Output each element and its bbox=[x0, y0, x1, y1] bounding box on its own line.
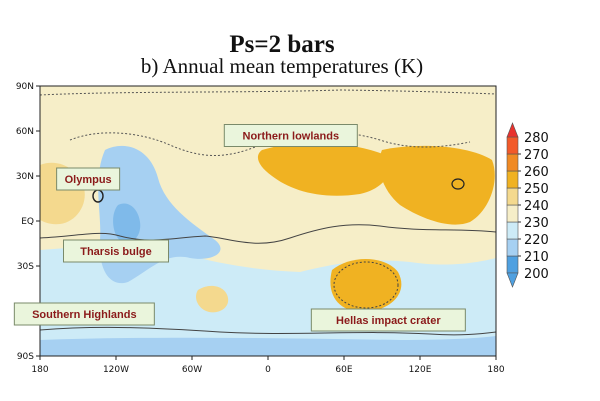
contour-north-dotted bbox=[40, 89, 496, 96]
colorbar-tick-label: 220 bbox=[524, 233, 549, 248]
colorbar-segment bbox=[506, 170, 519, 189]
annotation-label: Southern Highlands bbox=[13, 302, 155, 326]
contour-south-solid bbox=[40, 326, 496, 336]
x-tick-label: 60W bbox=[182, 365, 202, 375]
colorbar-segment bbox=[506, 221, 519, 240]
x-tick-label: 60E bbox=[335, 365, 352, 375]
northern-warm-patch-central bbox=[257, 142, 391, 196]
annotation-text: Northern lowlands bbox=[243, 131, 340, 143]
x-tick-label: 120E bbox=[409, 365, 432, 375]
y-tick-label: EQ bbox=[21, 217, 34, 227]
east-volcano-contour bbox=[451, 178, 465, 190]
y-tick-label: 30N bbox=[16, 172, 34, 182]
colorbar-tick-label: 250 bbox=[524, 182, 549, 197]
annotation-box bbox=[13, 302, 155, 326]
contour-dichotomy bbox=[40, 224, 496, 244]
region-annotations: Olympus Northern lowlands Tharsis bulge Sou… bbox=[13, 124, 466, 332]
annotation-box bbox=[223, 124, 358, 147]
colorbar-tick-label: 200 bbox=[524, 267, 549, 282]
annotation-box bbox=[56, 167, 121, 191]
colorbar-tick-label: 230 bbox=[524, 216, 549, 231]
argyre-warm-spot bbox=[196, 285, 229, 313]
annotation-text: Southern Highlands bbox=[32, 309, 137, 321]
colorbar: 200 210 220 230 240 250 260 270 280 bbox=[506, 122, 549, 288]
colorbar-tick-label: 270 bbox=[524, 148, 549, 163]
y-tick-label: 90N bbox=[16, 82, 34, 92]
y-tick-label: 30S bbox=[17, 262, 34, 272]
annotation-text: Tharsis bulge bbox=[80, 246, 152, 258]
hellas-warm-spot bbox=[330, 258, 402, 313]
colorbar-segment bbox=[506, 187, 519, 206]
colorbar-segment bbox=[506, 238, 519, 257]
x-axis-ticks: 180 120W 60W 0 60E 120E 180 bbox=[31, 356, 505, 375]
tharsis-core-region bbox=[113, 203, 141, 243]
annotation-label: Hellas impact crater bbox=[310, 308, 466, 332]
annotation-label: Olympus bbox=[56, 167, 121, 191]
colorbar-tick-label: 280 bbox=[524, 131, 549, 146]
annotation-box bbox=[63, 239, 169, 263]
colorbar-segment bbox=[506, 136, 519, 155]
x-tick-label: 180 bbox=[487, 365, 504, 375]
x-tick-label: 0 bbox=[265, 365, 271, 375]
southern-polar-band bbox=[40, 336, 496, 356]
annotation-box bbox=[310, 308, 466, 332]
y-tick-label: 60N bbox=[16, 127, 34, 137]
northern-warm-patch-east bbox=[379, 145, 495, 225]
chart-title: Ps=2 bars bbox=[229, 31, 334, 58]
annotation-label: Tharsis bulge bbox=[63, 239, 169, 263]
x-tick-label: 180 bbox=[31, 365, 48, 375]
contour-mid-dotted bbox=[69, 131, 471, 156]
x-tick-label: 120W bbox=[103, 365, 129, 375]
colorbar-segment bbox=[506, 255, 519, 274]
chart-subtitle: b) Annual mean temperatures (K) bbox=[141, 54, 423, 78]
annotation-label: Northern lowlands bbox=[223, 124, 358, 147]
colorbar-min-arrow bbox=[506, 272, 519, 288]
annotation-text: Olympus bbox=[65, 174, 112, 186]
colorbar-tick-label: 240 bbox=[524, 199, 549, 214]
y-tick-label: 90S bbox=[17, 352, 34, 362]
colorbar-tick-label: 210 bbox=[524, 250, 549, 265]
colorbar-tick-label: 260 bbox=[524, 165, 549, 180]
hellas-contour bbox=[333, 261, 399, 309]
colorbar-max-arrow bbox=[506, 122, 519, 138]
annotation-text: Hellas impact crater bbox=[336, 315, 441, 327]
colorbar-segment bbox=[506, 204, 519, 223]
colorbar-segment bbox=[506, 153, 519, 172]
